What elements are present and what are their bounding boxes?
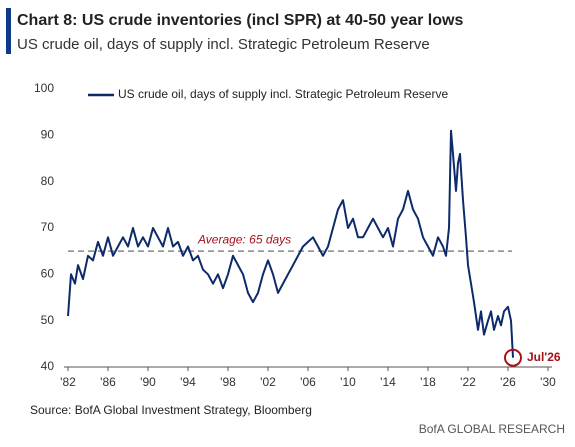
x-tick-label: '14 — [380, 375, 396, 389]
x-tick-label: '94 — [180, 375, 196, 389]
chart-title: Chart 8: US crude inventories (incl SPR)… — [17, 12, 463, 29]
x-tick-label: '86 — [100, 375, 116, 389]
y-tick-label: 100 — [34, 81, 54, 95]
source: Source: BofA Global Investment Strategy,… — [30, 403, 312, 417]
footer: BofA GLOBAL RESEARCH — [419, 422, 565, 436]
y-tick-label: 50 — [41, 313, 55, 327]
y-tick-label: 40 — [41, 359, 55, 373]
x-tick-label: '98 — [220, 375, 236, 389]
x-tick-label: '02 — [260, 375, 276, 389]
series-line — [67, 129, 514, 358]
y-tick-label: 90 — [41, 128, 55, 142]
chart-subtitle: US crude oil, days of supply incl. Strat… — [17, 36, 430, 53]
x-tick-label: '30 — [540, 375, 556, 389]
x-tick-label: '06 — [300, 375, 316, 389]
title-accent — [6, 8, 11, 54]
x-tick-label: '10 — [340, 375, 356, 389]
end-highlight — [504, 348, 522, 367]
x-tick-label: '26 — [500, 375, 516, 389]
y-tick-label: 60 — [41, 267, 55, 281]
y-tick-label: 70 — [41, 220, 55, 234]
x-tick-label: '18 — [420, 375, 436, 389]
x-tick-label: '22 — [460, 375, 476, 389]
x-tick-label: '90 — [140, 375, 156, 389]
x-tick-label: '82 — [60, 375, 76, 389]
end-annotation: Jul'26 — [527, 350, 561, 364]
y-tick-label: 80 — [41, 174, 55, 188]
legend-label: US crude oil, days of supply incl. Strat… — [118, 87, 448, 101]
average-label: Average: 65 days — [197, 232, 291, 246]
